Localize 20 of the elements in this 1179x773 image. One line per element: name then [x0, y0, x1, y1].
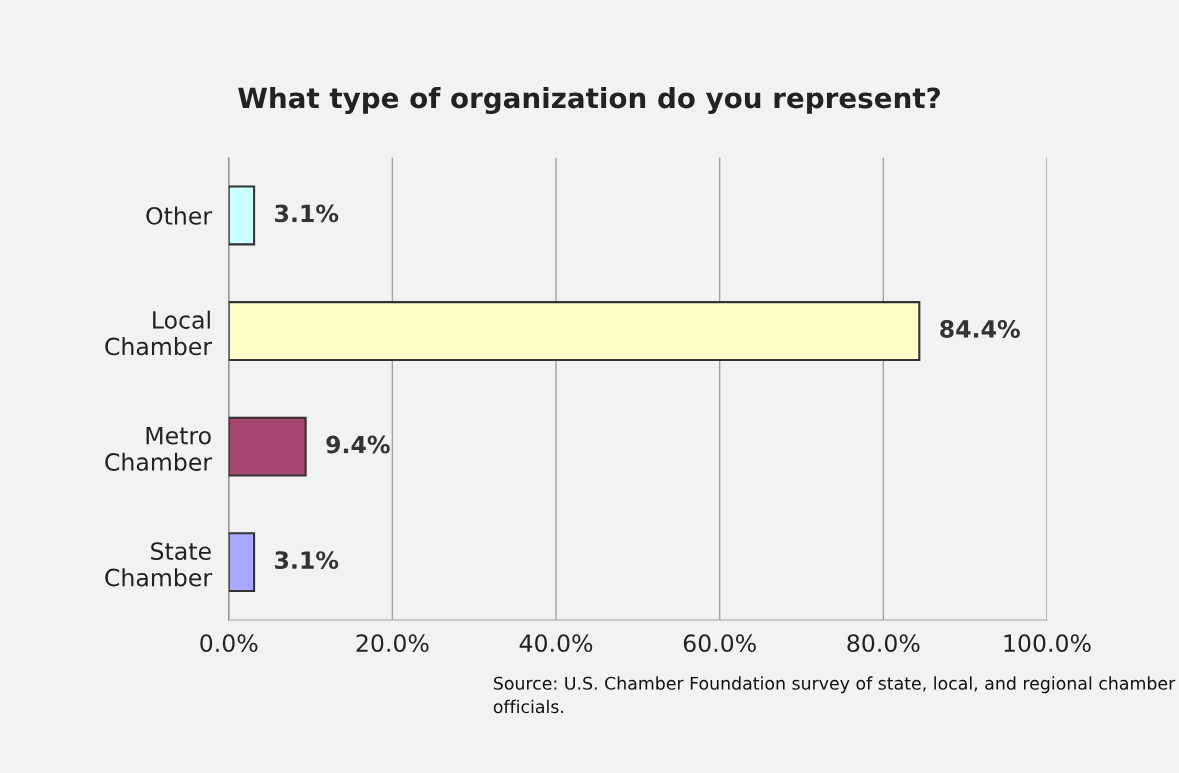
data-label: 3.1%: [275, 551, 339, 570]
data-label: 3.1%: [275, 204, 339, 223]
source-note: Source: U.S. Chamber Foundation survey of state, local, and regional chamber officials.: [493, 676, 1176, 714]
y-tick-label: Local Chamber: [105, 310, 213, 356]
data-label: 84.4%: [940, 320, 1020, 338]
y-tick-label: State Chamber: [105, 542, 213, 587]
chart-title: What type of organization do you represent?: [238, 86, 940, 115]
bar: [228, 185, 256, 246]
y-tick-label: Other: [146, 206, 213, 225]
x-tick-label: 40.0%: [519, 634, 593, 653]
x-tick-label: 0.0%: [200, 634, 258, 653]
x-tick-label: 80.0%: [847, 634, 920, 653]
bar: [228, 416, 307, 477]
x-tick-label: 100.0%: [1004, 634, 1091, 653]
bar: [228, 301, 921, 361]
x-tick-label: 60.0%: [683, 634, 756, 653]
data-label: 9.4%: [326, 435, 390, 454]
x-tick-label: 20.0%: [356, 634, 429, 653]
y-tick-label: Metro Chamber: [105, 426, 213, 471]
bar: [228, 532, 256, 593]
